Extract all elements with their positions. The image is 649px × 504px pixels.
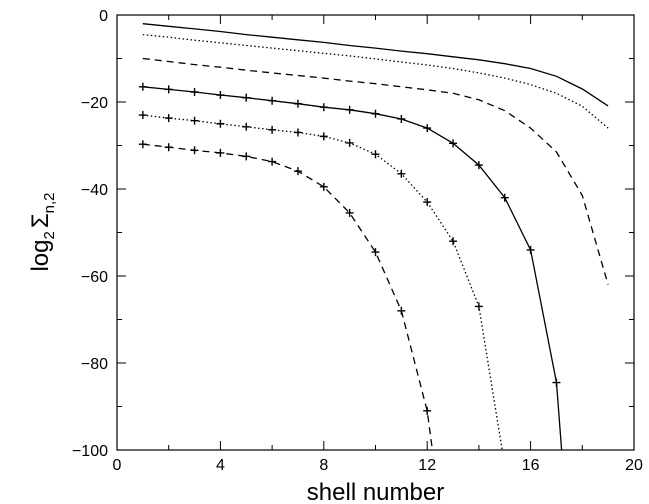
series-4-point-marker (397, 114, 406, 123)
svg-text:log2Σn,2: log2 Σn,2 (27, 192, 58, 271)
y-tick-label: 0 (99, 8, 108, 25)
series-4-point-marker (500, 193, 509, 202)
series-6-point-marker (216, 148, 225, 157)
series-line-4 (142, 86, 563, 451)
y-axis-title-base: 2 (41, 231, 58, 239)
x-tick-label: 8 (319, 457, 328, 474)
series-line-3 (142, 57, 609, 285)
y-tick-label: −40 (81, 182, 108, 199)
series-6-point-marker (397, 306, 406, 315)
series-6-point-marker (164, 143, 173, 152)
series-4-point-marker (138, 82, 147, 91)
series-5-point-marker (397, 169, 406, 178)
series-6-point-marker (268, 157, 277, 166)
series-4-point-marker (345, 105, 354, 114)
series-4-point-marker (552, 378, 561, 387)
series-5-point-marker (423, 198, 432, 207)
y-tick-label: −60 (81, 269, 108, 286)
series-4-point-marker (371, 109, 380, 118)
series-6-point-marker (423, 406, 432, 415)
y-axis-title-index: n,2 (41, 192, 58, 213)
x-tick-label: 12 (418, 457, 436, 474)
series-4-point-marker (449, 139, 458, 148)
y-tick-label: −20 (81, 95, 108, 112)
series-5-point-marker (164, 114, 173, 123)
series-4-point-marker (423, 124, 432, 133)
series-5-point-marker (190, 116, 199, 125)
series-5-point-marker (268, 125, 277, 134)
series-6-point-marker (319, 182, 328, 191)
series-6-point-marker (190, 146, 199, 155)
series-5-point-marker (449, 237, 458, 246)
x-tick-label: 4 (216, 457, 225, 474)
series-6-point-marker (242, 152, 251, 161)
series-5-point-marker (293, 128, 302, 137)
series-4-point-marker (268, 96, 277, 105)
series-6-point-marker (371, 248, 380, 257)
series-5-point-marker (345, 138, 354, 147)
y-axis-title: log2 Σn,2 (27, 192, 58, 271)
series-4-point-marker (526, 245, 535, 254)
series-5-point-marker (371, 150, 380, 159)
series-line-6 (142, 143, 434, 451)
series-5-point-marker (242, 122, 251, 131)
series-4-point-marker (216, 91, 225, 100)
series-4-point-marker (190, 87, 199, 96)
series-5-point-marker (319, 132, 328, 141)
series-5-point-marker (216, 119, 225, 128)
series-line-5 (142, 114, 503, 451)
series-4-point-marker (319, 103, 328, 112)
x-tick-label: 16 (522, 457, 540, 474)
series-4-point-marker (164, 85, 173, 94)
x-tick-label: 0 (113, 457, 122, 474)
series-4-point-marker (474, 161, 483, 170)
x-tick-label: 20 (625, 457, 643, 474)
y-axis-title-log: log (27, 240, 54, 272)
series-6-point-marker (345, 208, 354, 217)
axis-tick-labels: 0 4 8 12 16 20 0 −20 −40 −60 −80 −100 (72, 8, 643, 474)
series-line-1 (142, 23, 609, 107)
y-axis-title-sigma: Σ (27, 213, 54, 228)
series-6-point-marker (138, 140, 147, 149)
series-5-point-marker (138, 111, 147, 120)
y-tick-label: −100 (72, 443, 108, 460)
y-tick-label: −80 (81, 356, 108, 373)
series-6-point-marker (293, 167, 302, 176)
axis-ticks (116, 14, 635, 451)
series-4-point-marker (242, 93, 251, 102)
series-5-point-marker (474, 302, 483, 311)
series-4-point-marker (293, 99, 302, 108)
series-layer (138, 23, 609, 451)
x-axis-title: shell number (307, 479, 444, 504)
